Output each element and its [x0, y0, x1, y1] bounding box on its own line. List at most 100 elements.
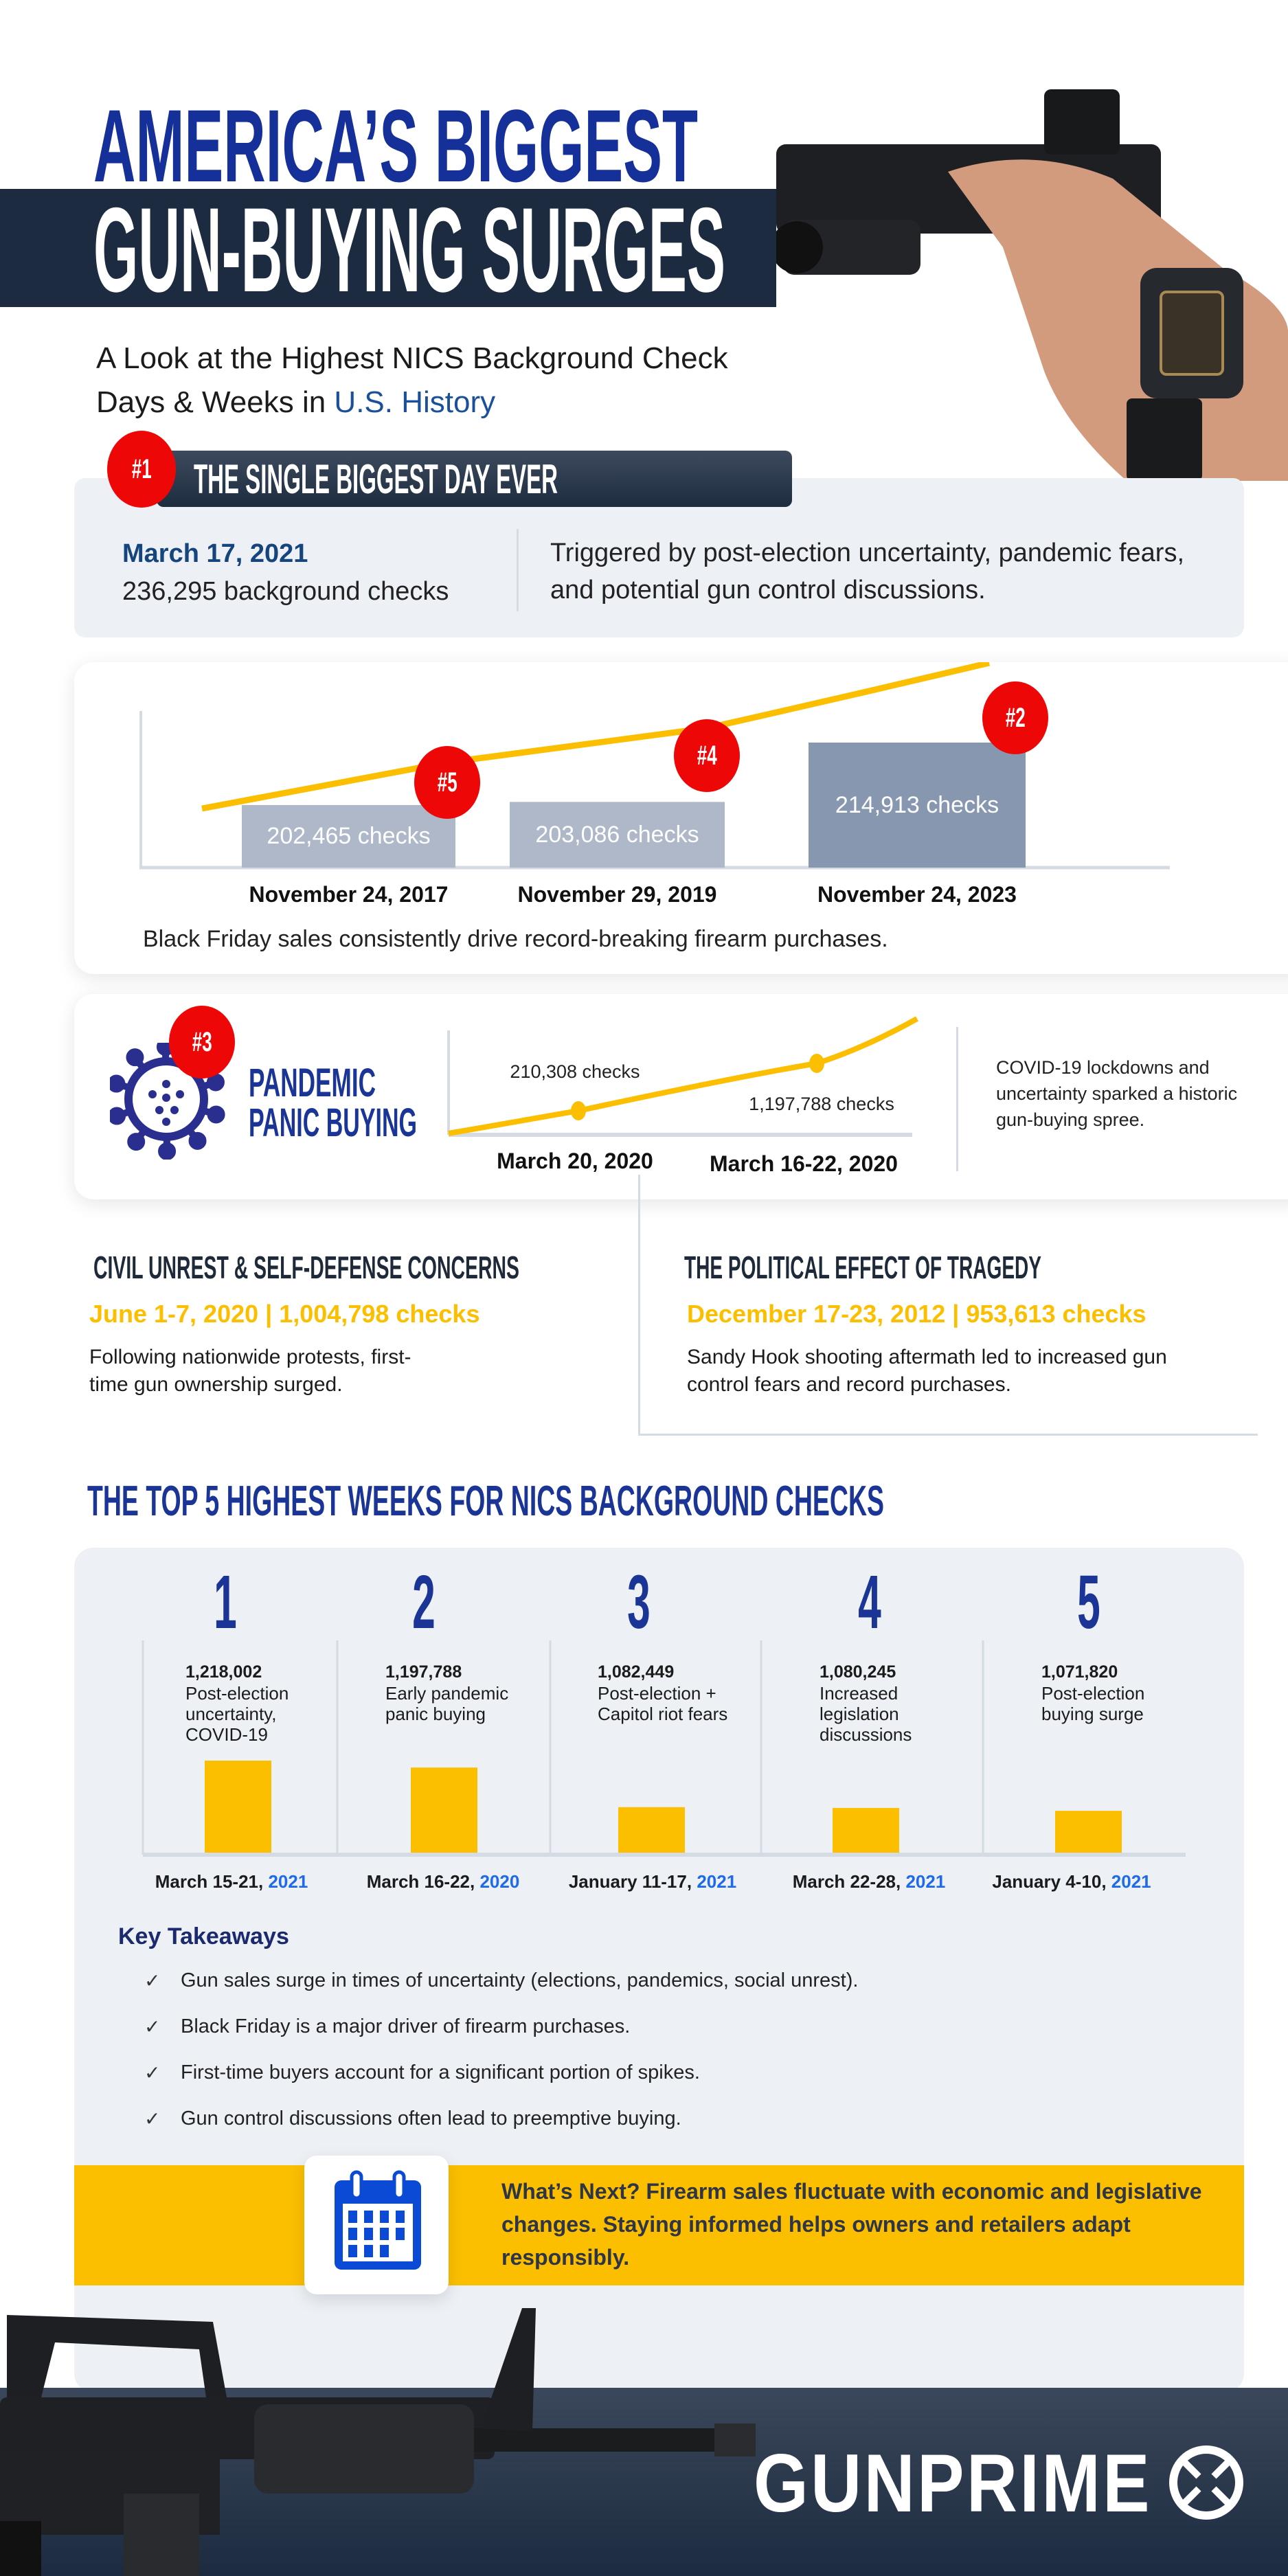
logo-text: GUNPRIME: [754, 2437, 1152, 2529]
bar-date: November 29, 2019: [517, 882, 717, 907]
rank-badge: #5: [414, 746, 480, 819]
week-value: 1,218,002: [185, 1662, 262, 1682]
title-line-2: GUN-BUYING SURGES: [93, 183, 1288, 317]
biggest-day-checks: 236,295 background checks: [122, 577, 449, 606]
week-year: 2021: [697, 1871, 737, 1892]
bar-label: 202,465 checks: [267, 823, 431, 850]
tragedy-description: Sandy Hook shooting aftermath led to inc…: [687, 1346, 1167, 1368]
gunprime-logo: GUNPRIME: [754, 2442, 1220, 2524]
civil-unrest-stat: June 1-7, 2020 | 1,004,798 checks: [89, 1300, 480, 1328]
subtitle-line: Days & Weeks in: [96, 385, 335, 419]
pistol-in-hand-image: [771, 89, 1288, 481]
week-value: 1,197,788: [385, 1662, 462, 1682]
week-description: Post-election buying surge: [1041, 1683, 1145, 1724]
check-icon: ✓: [144, 2108, 161, 2129]
bar: [1055, 1811, 1122, 1853]
calendar-icon-card: [304, 2156, 449, 2294]
top5-bar-chart: [142, 1640, 1186, 1857]
biggest-day-description: Triggered by post-election uncertainty, …: [550, 539, 1185, 605]
biggest-day-header: THE SINGLE BIGGEST DAY EVER: [157, 451, 792, 507]
week-value: 1,071,820: [1041, 1662, 1118, 1682]
black-friday-caption: Black Friday sales consistently drive re…: [143, 926, 888, 952]
bar: [242, 804, 455, 868]
data-point: [809, 1054, 824, 1073]
subtitle-line: A Look at the Highest NICS Background Ch…: [96, 341, 728, 375]
rank-number: 1: [214, 1560, 237, 1645]
point-label: 1,197,788 checks: [749, 1094, 894, 1114]
takeaway-item: Black Friday is a major driver of firear…: [181, 2015, 631, 2037]
week-date-range: January 4-10,: [992, 1871, 1111, 1892]
badge-text: #3: [192, 1026, 212, 1057]
week-description: Post-election uncertainty, COVID-19: [185, 1683, 289, 1745]
badge-text: #2: [1005, 702, 1026, 733]
subtitle-highlight: U.S. History: [334, 385, 496, 419]
rank-number: 5: [1077, 1560, 1100, 1645]
rank-number: 2: [412, 1560, 436, 1645]
whats-next-banner: [74, 2165, 1244, 2285]
check-icon: ✓: [144, 2016, 161, 2037]
bar: [833, 1807, 899, 1853]
civil-unrest-description: time gun ownership surged.: [89, 1373, 343, 1396]
pandemic-title: PANDEMIC PANIC BUYING: [249, 1063, 536, 1143]
check-icon: ✓: [144, 2062, 161, 2083]
top5-heading: THE TOP 5 HIGHEST WEEKS FOR NICS BACKGRO…: [87, 1478, 884, 1525]
week-date-range: March 22-28,: [792, 1871, 906, 1892]
divider: [956, 1027, 958, 1171]
week-date-range: March 16-22,: [366, 1871, 480, 1892]
week-description: Post-election + Capitol riot fears: [598, 1683, 728, 1724]
rank-badge: #4: [674, 719, 740, 792]
week-date-range: January 11-17,: [568, 1871, 697, 1892]
divider: [638, 1434, 1258, 1436]
title-text: GUN-BUYING SURGES: [93, 183, 725, 317]
tragedy-stat: December 17-23, 2012 | 953,613 checks: [687, 1300, 1146, 1328]
whats-next-text: What’s Next? Firearm sales fluctuate wit…: [501, 2179, 1202, 2270]
week-value: 1,082,449: [598, 1662, 675, 1682]
calendar-icon: [335, 2170, 421, 2270]
biggest-day-date: March 17, 2021: [122, 539, 308, 568]
pandemic-title-line: PANIC BUYING: [249, 1100, 417, 1145]
week-date: March 16-22, 2020: [367, 1871, 520, 1893]
bar-label: 214,913 checks: [835, 792, 999, 818]
title-band: [0, 189, 776, 307]
pandemic-line-chart: [447, 1016, 918, 1137]
bar: [510, 802, 725, 868]
rifle-image: [0, 2308, 756, 2576]
trend-line: [448, 1016, 918, 1136]
point-date: March 16-22, 2020: [710, 1151, 898, 1176]
takeaways-heading: Key Takeaways: [118, 1923, 289, 1950]
week-date: March 22-28, 2021: [793, 1871, 946, 1893]
week-year: 2021: [268, 1871, 308, 1892]
week-value: 1,080,245: [820, 1662, 896, 1682]
divider: [638, 1175, 640, 1434]
divider: [517, 529, 519, 611]
week-year: 2021: [905, 1871, 946, 1892]
pandemic-title-line: PANDEMIC: [249, 1061, 376, 1105]
title-line-1: AMERICA’S BIGGEST: [93, 88, 1158, 203]
title-text: AMERICA’S BIGGEST: [93, 88, 698, 203]
rank-number: 4: [858, 1560, 881, 1645]
bar: [205, 1761, 271, 1853]
tragedy-heading: THE POLITICAL EFFECT OF TRAGEDY: [684, 1250, 1041, 1285]
rank-badge: #2: [982, 681, 1048, 754]
bar: [411, 1767, 477, 1853]
takeaway-item: First-time buyers account for a signific…: [181, 2061, 700, 2083]
bar-label: 203,086 checks: [535, 822, 699, 848]
point-date: March 20, 2020: [497, 1149, 653, 1173]
section-heading: THE SINGLE BIGGEST DAY EVER: [194, 456, 558, 502]
week-date-range: March 15-21,: [155, 1871, 269, 1892]
tragedy-description: control fears and record purchases.: [687, 1373, 1011, 1396]
week-date: January 11-17, 2021: [569, 1871, 736, 1893]
bar-date: November 24, 2017: [249, 882, 449, 907]
bar: [809, 743, 1026, 868]
week-year: 2021: [1111, 1871, 1151, 1892]
pandemic-description: COVID-19 lockdowns and uncertainty spark…: [996, 1057, 1238, 1130]
week-year: 2020: [479, 1871, 520, 1892]
data-point: [571, 1101, 586, 1120]
black-friday-chart: [139, 662, 1170, 870]
subtitle: A Look at the Highest NICS Background Ch…: [96, 337, 728, 425]
badge-text: #5: [437, 767, 457, 798]
rank-badge: #1: [107, 431, 176, 508]
rank-badge: #3: [169, 1006, 235, 1078]
pandemic-card: [74, 994, 1288, 1199]
